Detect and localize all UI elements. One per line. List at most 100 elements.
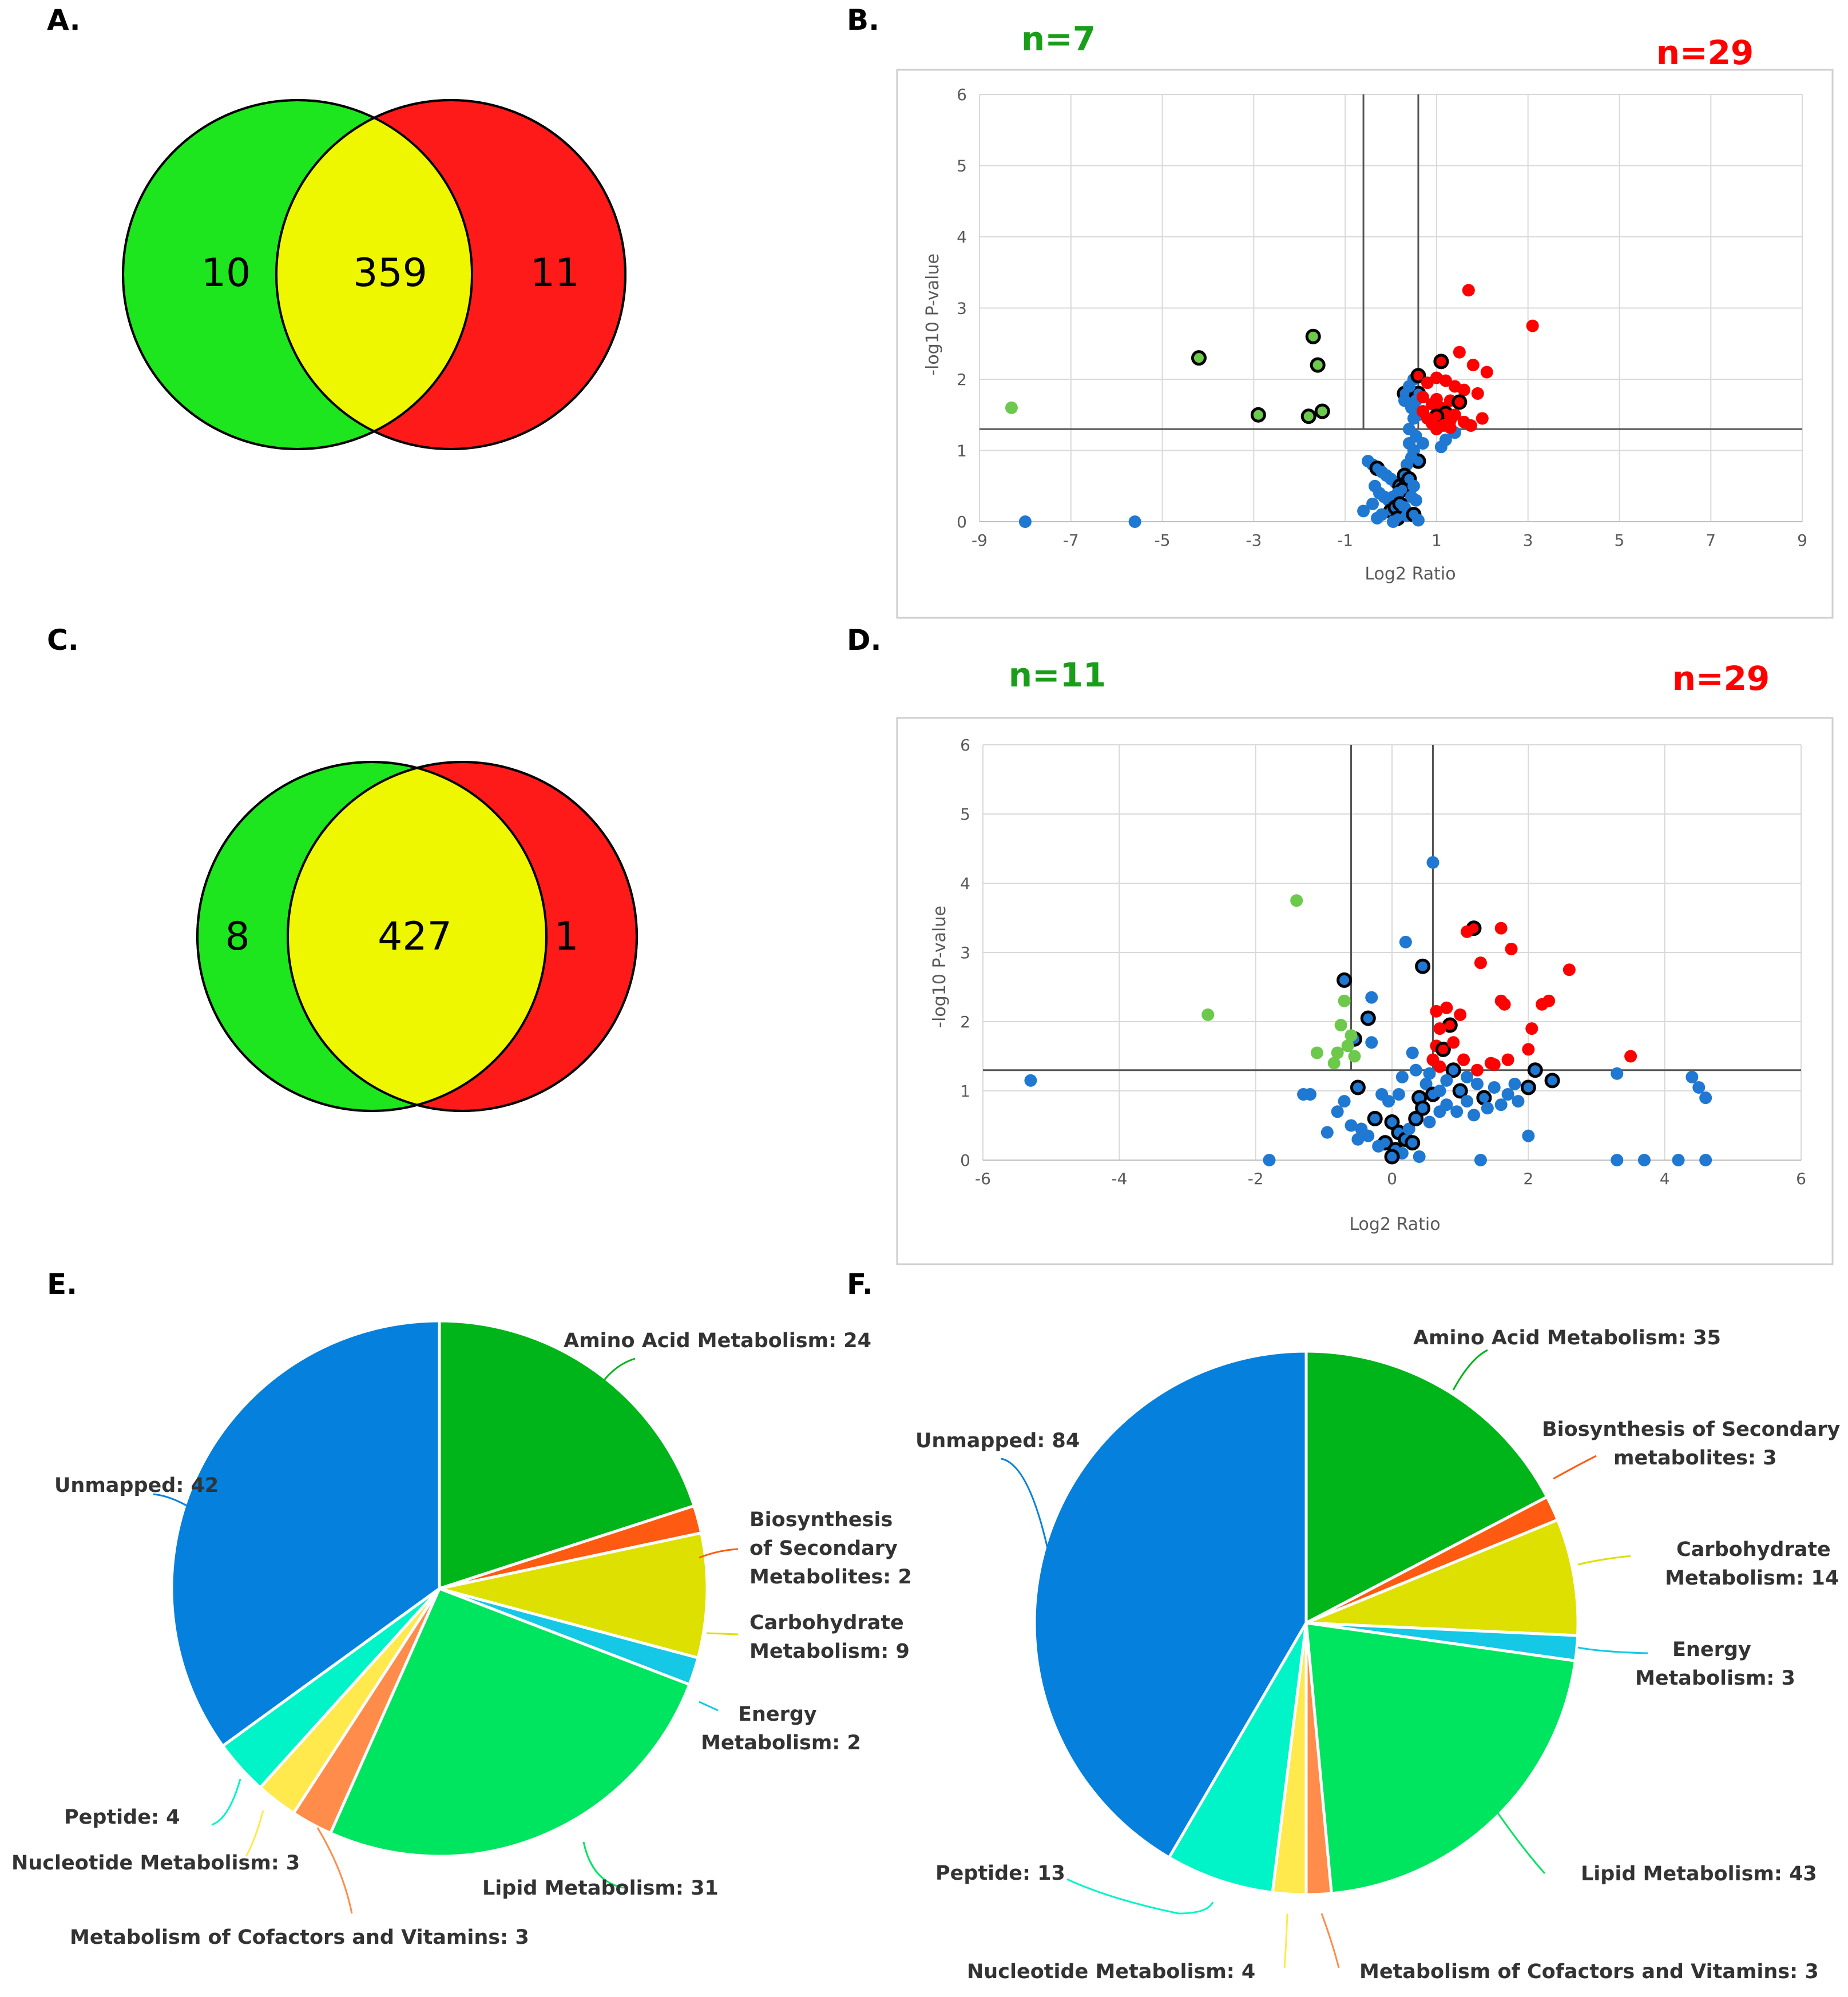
volcano-b-point: [1433, 354, 1449, 370]
volcano-d-point: [1433, 1085, 1446, 1097]
volcano-b-point: [1457, 383, 1470, 396]
volcano-d-point: [1488, 1081, 1501, 1094]
volcano-d-point: [1481, 1102, 1494, 1115]
volcano-b-ytick-label: 4: [957, 228, 967, 247]
pie-f-leaders: [1001, 1349, 1648, 1968]
volcano-d-n-down: n=11: [1009, 656, 1107, 694]
pie-f-slice-peptide: [1167, 1622, 1308, 1895]
pie-f-leader-lipid: [1495, 1810, 1546, 1874]
volcano-b-point: [1305, 328, 1321, 344]
volcano-d-point: [1637, 1154, 1651, 1166]
pie-e-slice-amino-acid-metabolism: [438, 1319, 696, 1591]
volcano-b-point: [1453, 346, 1466, 359]
volcano-d-point: [1409, 1063, 1422, 1077]
volcano-d-point: [1494, 922, 1508, 935]
volcano-b-point: [1018, 515, 1032, 528]
panel-label-b: B.: [847, 3, 879, 37]
pie-e-slice-lipid-metabolism: [328, 1586, 692, 1858]
volcano-d-point: [1461, 925, 1474, 938]
panel-label-d: D.: [847, 624, 882, 657]
volcano-b-point: [1128, 515, 1141, 528]
volcano-b-point: [1430, 423, 1443, 436]
volcano-d-xlabel: Log2 Ratio: [1349, 1214, 1440, 1234]
volcano-d-point: [1365, 1036, 1378, 1049]
volcano-d-point: [1310, 1046, 1323, 1059]
volcano-b-xtick-label: -5: [1155, 531, 1171, 550]
volcano-d-point: [1405, 1135, 1421, 1151]
pie-f-label-nucleotide: Nucleotide Metabolism: 4: [967, 1960, 1255, 1983]
volcano-d-point: [1494, 1098, 1508, 1111]
volcano-b-ytick-label: 6: [957, 85, 967, 104]
volcano-d-point: [1290, 894, 1303, 907]
volcano-d-point: [1263, 1154, 1276, 1166]
pie-e-leader-nucleotide: [245, 1810, 264, 1857]
volcano-d-point: [1440, 1074, 1453, 1087]
volcano-b-plot: -9 -7 -5 -3 -1 1 3 5 7 9 0 1 2 3 4 5 6: [957, 85, 1807, 550]
pie-e-leader-carb: [706, 1632, 739, 1635]
volcano-d-point: [1692, 1081, 1706, 1094]
volcano-b-ytick-label: 1: [957, 442, 967, 460]
pie-f-slice-carbohydrate-metabolism: [1306, 1518, 1580, 1637]
volcano-d-frame: [896, 717, 1834, 1265]
volcano-b-point: [1300, 408, 1316, 424]
volcano-d-point: [1413, 1150, 1426, 1163]
volcano-d-point: [1435, 1041, 1451, 1057]
volcano-d-point: [1505, 942, 1518, 955]
volcano-d-point: [1334, 1019, 1347, 1032]
pie-f-leader-unmapped: [1001, 1458, 1051, 1559]
pie-f-slices: [1033, 1349, 1580, 1896]
pie-f-label-carb-1: Carbohydrate: [1676, 1538, 1831, 1561]
volcano-d-point: [1402, 1122, 1415, 1136]
volcano-b-xtick-label: -3: [1246, 531, 1262, 550]
venn-a: 10 359 11: [122, 99, 626, 450]
volcano-b-xtick-label: 3: [1523, 531, 1533, 550]
volcano-b-xtick-label: 1: [1431, 531, 1442, 550]
volcano-d-point: [1520, 1079, 1536, 1095]
venn-a-overlap: [276, 100, 472, 449]
pie-f-slice-lipid-metabolism: [1304, 1621, 1577, 1895]
pie-e-label-energy-1: Energy: [738, 1703, 817, 1726]
volcano-d-point: [1508, 1077, 1521, 1090]
pie-f-leader-amino: [1452, 1349, 1488, 1391]
volcano-d-point: [1474, 1154, 1487, 1166]
volcano-b-point: [1357, 505, 1370, 518]
venn-a-shared-count: 359: [353, 251, 427, 296]
volcano-d-point: [1686, 1070, 1699, 1083]
volcano-d-point: [1345, 1029, 1358, 1042]
volcano-b-point: [1464, 419, 1477, 432]
volcano-b-point: [1371, 511, 1384, 525]
pie-e-slices: [170, 1319, 709, 1858]
volcano-d-point: [1423, 1067, 1436, 1080]
volcano-d-point: [1372, 1140, 1385, 1153]
volcano-d-point: [1337, 972, 1353, 988]
volcano-b-point: [1191, 350, 1207, 366]
pie-e-label-amino: Amino Acid Metabolism: 24: [564, 1329, 871, 1352]
volcano-d-point: [1699, 1091, 1712, 1105]
volcano-d-point: [1468, 1109, 1480, 1122]
pie-f-leader-bio: [1553, 1455, 1597, 1480]
volcano-b-point: [1476, 412, 1489, 425]
venn-c-right-count: 1: [554, 914, 578, 959]
volcano-b-point: [1416, 437, 1429, 450]
volcano-b-xtick-label: -9: [971, 531, 988, 550]
volcano-d-point: [1350, 1079, 1366, 1095]
volcano-d-point: [1457, 1053, 1470, 1066]
volcano-d-xtick-label: 2: [1523, 1169, 1533, 1188]
volcano-d-point: [1527, 1062, 1543, 1078]
pie-e: Amino Acid Metabolism: 24 Biosynthesis o…: [11, 1319, 912, 1949]
volcano-d-xtick-label: 0: [1387, 1169, 1397, 1188]
volcano-d-point: [1338, 1095, 1351, 1108]
volcano-d-plot: -6 -4 -2 0 2 4 6 0 1 2 3 4 5 6: [960, 736, 1806, 1188]
volcano-d-point: [1024, 1074, 1037, 1087]
volcano-b-point: [1310, 357, 1326, 373]
volcano-d-point: [1360, 1010, 1376, 1026]
volcano-b-point: [1402, 380, 1415, 393]
volcano-d-ytick-label: 6: [960, 736, 970, 755]
volcano-b-ytick-label: 5: [957, 157, 967, 176]
volcano-b-ytick-label: 3: [957, 299, 967, 318]
volcano-d-point: [1365, 991, 1378, 1004]
volcano-b-point: [1366, 497, 1379, 510]
pie-e-leader-peptide: [211, 1778, 241, 1826]
volcano-b-point: [1434, 440, 1448, 454]
volcano-d-xtick-label: 4: [1660, 1169, 1670, 1188]
